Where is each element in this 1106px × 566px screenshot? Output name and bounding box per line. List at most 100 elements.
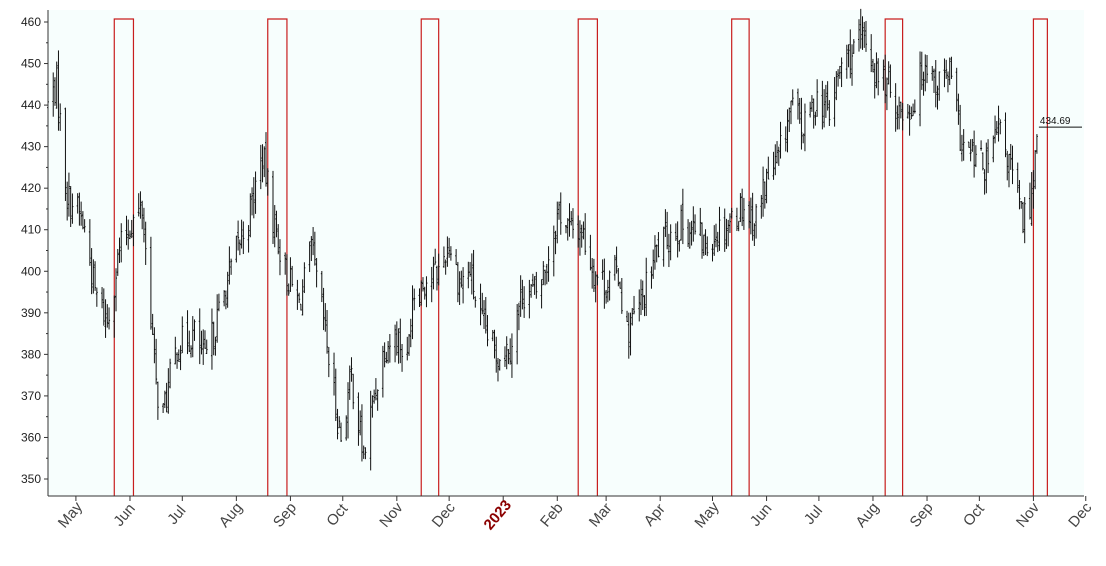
ohlc-bar	[153, 327, 156, 364]
ohlc-bar	[357, 392, 360, 446]
ohlc-bar	[591, 258, 594, 289]
ohlc-bar	[113, 295, 116, 338]
ohlc-bar	[322, 287, 325, 331]
ohlc-bar	[102, 288, 105, 326]
ohlc-bar	[348, 365, 351, 400]
ohlc-bar	[350, 357, 353, 382]
ohlc-bar	[71, 193, 74, 224]
ohlc-bar	[772, 151, 775, 180]
ohlc-bar	[919, 51, 922, 127]
ohlc-bar	[601, 259, 604, 280]
ohlc-bar	[664, 209, 667, 237]
ohlc-bar	[955, 67, 958, 112]
ohlc-bar	[359, 410, 362, 436]
ohlc-bar	[470, 253, 473, 295]
ohlc-bar	[901, 102, 904, 131]
ohlc-bar	[266, 168, 269, 196]
ohlc-bar	[516, 304, 519, 365]
ohlc-bar	[228, 246, 231, 285]
x-month-label: Aug	[216, 499, 246, 530]
ohlc-bar	[840, 57, 843, 88]
ohlc-bar	[859, 8, 862, 49]
ohlc-bar	[969, 139, 972, 162]
ohlc-bar	[484, 296, 487, 334]
ohlc-bar	[798, 97, 801, 124]
ohlc-bar	[271, 170, 274, 244]
ohlc-bar	[373, 389, 376, 404]
ohlc-bar	[690, 220, 693, 246]
ohlc-bar	[296, 279, 299, 310]
ohlc-bar	[627, 312, 630, 359]
ohlc-bar	[824, 84, 827, 118]
ohlc-bar	[106, 304, 109, 328]
ohlc-bar	[812, 98, 815, 129]
ohlc-bar	[312, 227, 315, 256]
ohlc-bar	[425, 276, 428, 308]
ohlc-bar	[53, 77, 56, 106]
ohlc-bar	[327, 346, 330, 378]
ohlc-bar	[596, 274, 599, 286]
ohlc-bar	[544, 269, 547, 286]
ohlc-bar	[687, 219, 690, 248]
ohlc-bar	[387, 341, 390, 364]
ohlc-bar	[864, 20, 867, 52]
ohlc-bar	[858, 19, 861, 52]
ohlc-bar	[287, 283, 290, 296]
ohlc-bar	[777, 146, 780, 166]
ohlc-bar	[960, 134, 963, 162]
ohlc-bar	[742, 197, 745, 230]
x-month-label: May	[691, 498, 723, 531]
ohlc-bar	[137, 193, 140, 217]
ohlc-bar	[78, 192, 81, 226]
ohlc-bar	[57, 50, 60, 131]
ohlc-bar	[1035, 134, 1038, 154]
ohlc-bar	[987, 139, 990, 174]
ohlc-bar	[224, 290, 227, 310]
ohlc-bar	[889, 64, 892, 98]
ohlc-bar	[95, 287, 98, 307]
ohlc-bar	[303, 262, 306, 294]
ohlc-bar	[52, 72, 55, 117]
ohlc-bar	[835, 71, 838, 101]
y-tick-label: 390	[21, 306, 41, 320]
ohlc-bar	[934, 60, 937, 108]
ohlc-bar	[1028, 182, 1031, 220]
ohlc-bar	[251, 187, 254, 216]
ohlc-bar	[884, 54, 887, 104]
plot-background	[48, 10, 1084, 496]
ohlc-bar	[999, 119, 1002, 135]
ohlc-bar	[237, 220, 240, 251]
ohlc-bar	[369, 390, 372, 471]
ohlc-bar	[503, 346, 506, 367]
ohlc-bar	[908, 105, 911, 136]
ohlc-bar	[554, 230, 557, 255]
ohlc-bar	[144, 221, 147, 265]
ohlc-bar	[714, 223, 717, 248]
ohlc-bar	[535, 271, 538, 299]
ohlc-bar	[101, 287, 104, 309]
ohlc-bar	[437, 253, 440, 286]
x-month-label: Oct	[960, 500, 989, 529]
ohlc-bar	[641, 280, 644, 311]
ohlc-bar	[326, 309, 329, 354]
ohlc-bar	[1018, 180, 1021, 210]
ohlc-bar	[962, 129, 965, 161]
ohlc-bar	[784, 126, 787, 152]
ohlc-bar	[67, 172, 70, 217]
ohlc-bar	[603, 258, 606, 309]
ohlc-bar	[498, 359, 501, 371]
ohlc-bar	[578, 220, 581, 256]
ohlc-bar	[188, 330, 191, 353]
ohlc-bar	[483, 300, 486, 329]
ohlc-bar	[816, 79, 819, 117]
ohlc-bar	[615, 246, 618, 274]
ohlc-bar	[83, 219, 86, 233]
ohlc-bar	[397, 328, 400, 364]
x-month-label: Mar	[586, 500, 616, 531]
y-tick-label: 410	[21, 223, 41, 237]
ohlc-bar	[788, 107, 791, 133]
ohlc-bar	[725, 218, 728, 249]
ohlc-bar	[517, 302, 520, 331]
ohlc-bar	[55, 61, 58, 109]
